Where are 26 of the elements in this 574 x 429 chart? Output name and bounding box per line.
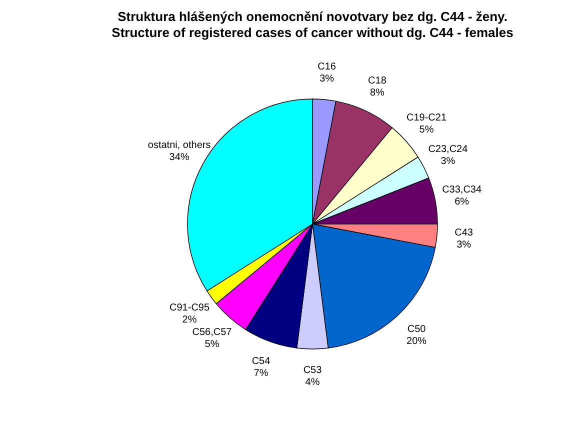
data-label: 8% [370, 87, 385, 98]
data-label: 20% [406, 336, 427, 347]
data-label: 34% [169, 152, 190, 163]
data-label: 3% [456, 239, 472, 250]
slice-label: C56,C57 [192, 327, 232, 338]
slice-label: C54 [252, 356, 271, 368]
slice-label: C50 [407, 324, 426, 335]
slice-label: ostatni, others [148, 140, 211, 151]
data-label: 3% [440, 156, 456, 167]
slice-label: C16 [318, 62, 336, 73]
slice-label: C18 [368, 75, 387, 86]
slice-label: C33,C34 [442, 184, 482, 196]
slice-label: C91-C95 [170, 302, 210, 314]
data-label: 3% [320, 74, 334, 85]
data-label: 4% [305, 377, 320, 388]
data-label: 2% [182, 314, 197, 326]
slice-label: C43 [454, 227, 474, 238]
data-label: 7% [254, 368, 268, 380]
data-label: 6% [454, 196, 470, 208]
chart-subtitle: Structure of registered cases of cancer without dg. C44 - females [112, 25, 514, 40]
slice-label: C53 [303, 365, 322, 376]
data-label: 5% [419, 124, 434, 136]
slice-label: C19-C21 [406, 112, 447, 124]
slice-label: C23,C24 [428, 144, 468, 155]
data-label: 5% [204, 339, 220, 350]
chart-title: Struktura hlášených onemocnění novotvary bez dg. C44 - ženy. [118, 9, 508, 24]
